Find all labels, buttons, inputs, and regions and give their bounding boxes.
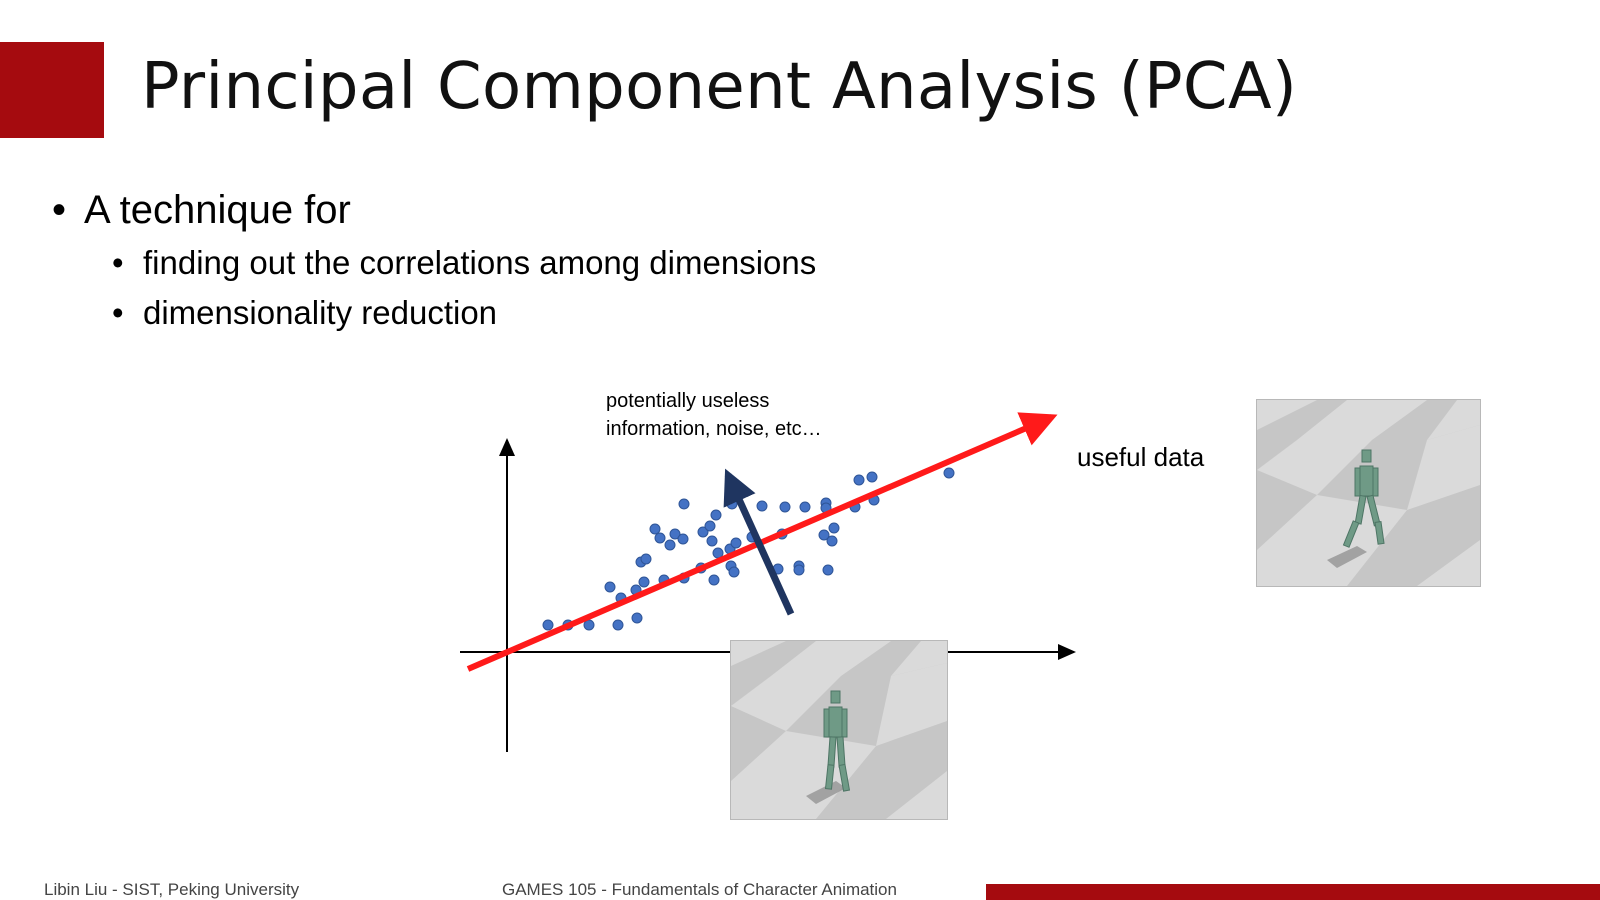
sub-bullet-group: finding out the correlations among dimen… <box>52 244 816 344</box>
footer-author: Libin Liu - SIST, Peking University <box>44 880 300 899</box>
noise-label: potentially useless information, noise, … <box>606 387 822 443</box>
character-walk-thumbnail-right <box>1256 399 1481 587</box>
noise-label-line-2: information, noise, etc… <box>606 418 822 440</box>
bullet-list: A technique for finding out the correlat… <box>52 188 816 344</box>
title-accent-square <box>0 42 104 138</box>
noise-label-line-1: potentially useless <box>606 390 770 412</box>
footer-course: GAMES 105 - Fundamentals of Character An… <box>502 880 897 899</box>
character-walk-thumbnail-bottom <box>730 640 948 820</box>
useful-data-label: useful data <box>1077 442 1205 472</box>
noise-component-arrow <box>723 468 795 616</box>
sub-bullet-correlations: finding out the correlations among dimen… <box>112 244 816 294</box>
slide-title: Principal Component Analysis (PCA) <box>141 50 1298 124</box>
sub-bullet-dimensionality: dimensionality reduction <box>112 294 816 344</box>
bullet-technique: A technique for <box>52 188 816 244</box>
footer-accent-bar <box>986 884 1600 900</box>
